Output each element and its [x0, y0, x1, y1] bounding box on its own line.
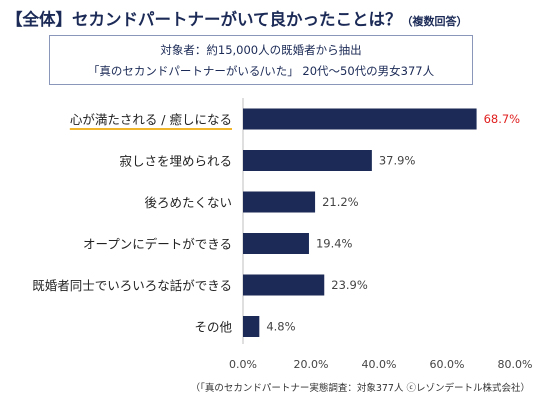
x-tick-label: 20.0% [294, 358, 329, 371]
survey-info-line-1: 対象者：約15,000人の既婚者から抽出 [160, 43, 362, 57]
category-label: 寂しさを埋められる [119, 154, 232, 169]
value-label: 23.9% [331, 278, 368, 292]
bar [243, 316, 260, 337]
chart-title: 【全体】セカンドパートナーがいて良かったことは？（複数回答） [6, 6, 534, 30]
bar [243, 191, 316, 213]
category-label: その他 [194, 320, 232, 335]
category-label: 心が満たされる / 癒しになる [70, 112, 232, 127]
value-label: 21.2% [322, 195, 359, 209]
bar [243, 274, 325, 296]
x-tick-label: 0.0% [229, 358, 257, 371]
bar [243, 108, 477, 130]
category-label: 既婚者同士でいろいろな話ができる [32, 278, 232, 293]
x-tick-label: 60.0% [430, 358, 465, 371]
value-label: 68.7% [484, 112, 521, 126]
category-label: 後ろめたくない [144, 195, 232, 210]
value-label: 37.9% [379, 154, 416, 168]
bar [243, 233, 309, 254]
x-tick-label: 40.0% [362, 358, 397, 371]
value-label: 4.8% [266, 320, 295, 334]
survey-info-box: 対象者：約15,000人の既婚者から抽出 「真のセカンドパートナーがいる/いた」… [49, 35, 473, 85]
category-label: オープンにデートができる [83, 237, 232, 252]
value-label: 19.4% [316, 237, 353, 251]
source-note: （「真のセカンドパートナー実態調査：対象377人 ⓒレゾンデートル株式会社） [190, 383, 530, 394]
survey-info-line-2: 「真のセカンドパートナーがいる/いた」 20代～50代の男女377人 [87, 64, 435, 78]
title-main: 【全体】セカンドパートナーがいて良かったことは？ [6, 10, 402, 29]
title-note: （複数回答） [401, 15, 468, 28]
bar [243, 150, 372, 171]
x-tick-label: 80.0% [498, 358, 533, 371]
